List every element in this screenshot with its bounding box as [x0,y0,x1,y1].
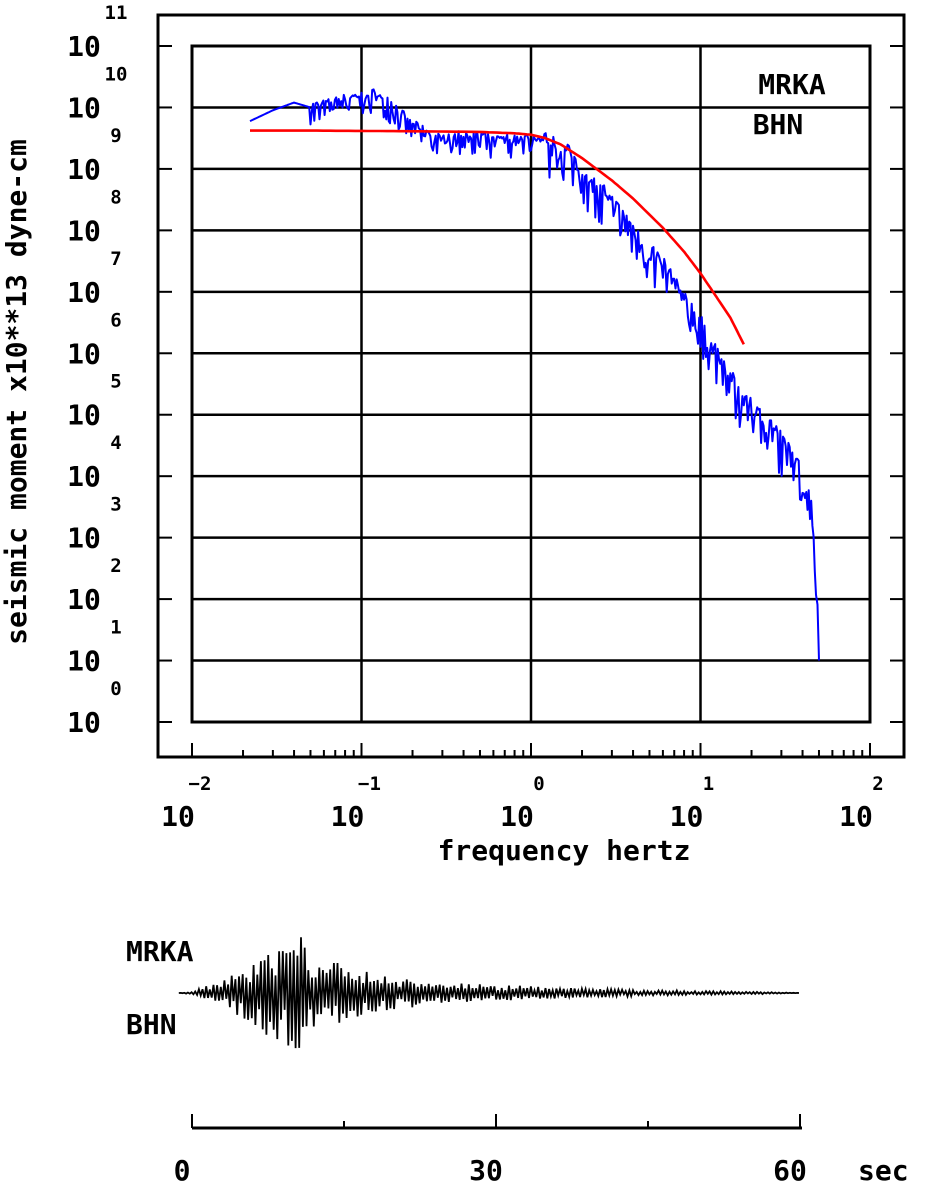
y-tick-label-exponent: 9 [110,125,121,147]
y-tick-label-base: 10 [67,522,101,555]
y-tick-label-base: 10 [67,645,101,678]
x-tick-label-exponent: −2 [189,773,212,795]
y-tick-label-base: 10 [67,214,101,247]
x-tick-label-base: 10 [161,800,195,833]
y-tick-label-exponent: 4 [110,432,121,454]
x-tick-label-exponent: 2 [872,773,883,795]
series-layer [249,88,820,661]
y-tick-label-exponent: 7 [110,248,121,270]
waveform-trace-layer [178,937,800,1049]
y-tick-label-exponent: 6 [110,309,121,331]
y-tick-label-exponent: 8 [110,186,121,208]
y-tick-label-exponent: 10 [105,63,128,85]
y-tick-label-exponent: 5 [110,371,121,393]
y-tick-label-exponent: 1 [110,617,121,639]
y-tick-label-base: 10 [67,583,101,616]
y-tick-label-base: 10 [67,460,101,493]
station-name: MRKA [758,68,826,101]
spectrum-series-line [249,88,820,661]
y-tick-label-exponent: 11 [105,2,128,24]
y-tick-label-base: 10 [67,399,101,432]
time-tick-label: 30 [469,1154,503,1184]
y-tick-label-base: 10 [67,337,101,370]
time-tick-label: 60 [773,1154,807,1184]
y-tick-label-exponent: 3 [110,494,121,516]
x-tick-label-exponent: 1 [703,773,714,795]
time-axis-ticks: 0 30 60 [174,1114,807,1184]
y-tick-label-base: 10 [67,276,101,309]
y-axis-label: seismic moment x10**13 dyne-cm [0,139,33,645]
x-tick-label-base: 10 [839,800,873,833]
waveform-channel-name: BHN [126,1008,177,1041]
minor-ticks [158,45,904,757]
time-tick-label: 0 [174,1154,191,1184]
y-tick-label-base: 10 [67,91,101,124]
x-tick-label-exponent: −1 [358,773,381,795]
x-tick-labels: 10 −2 10 −1 10 0 10 1 10 2 [161,773,884,833]
model-fit-series-line [250,129,745,345]
y-tick-label-exponent: 0 [110,678,121,700]
x-tick-label-base: 10 [670,800,704,833]
channel-name: BHN [753,108,804,141]
waveform-station-name: MRKA [126,935,194,968]
y-tick-label-base: 10 [67,30,101,63]
grid [192,46,870,722]
x-tick-label-exponent: 0 [533,773,544,795]
x-tick-label-base: 10 [331,800,365,833]
x-tick-label-base: 10 [500,800,534,833]
y-tick-label-exponent: 2 [110,555,121,577]
x-axis-label: frequency hertz [438,834,691,867]
waveform-chart: MRKA BHN 0 30 60 sec [126,935,909,1184]
y-tick-label-base: 10 [67,153,101,186]
y-tick-label-base: 10 [67,706,101,739]
time-axis-unit: sec [858,1154,909,1184]
waveform-trace [178,937,800,1049]
